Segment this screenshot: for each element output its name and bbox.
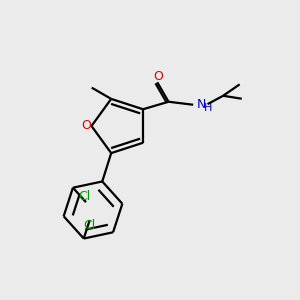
Text: Cl: Cl	[84, 219, 96, 232]
Text: O: O	[154, 70, 164, 83]
Text: O: O	[81, 119, 91, 132]
Text: N: N	[197, 98, 206, 111]
Text: H: H	[204, 103, 213, 113]
Text: Cl: Cl	[78, 190, 91, 203]
